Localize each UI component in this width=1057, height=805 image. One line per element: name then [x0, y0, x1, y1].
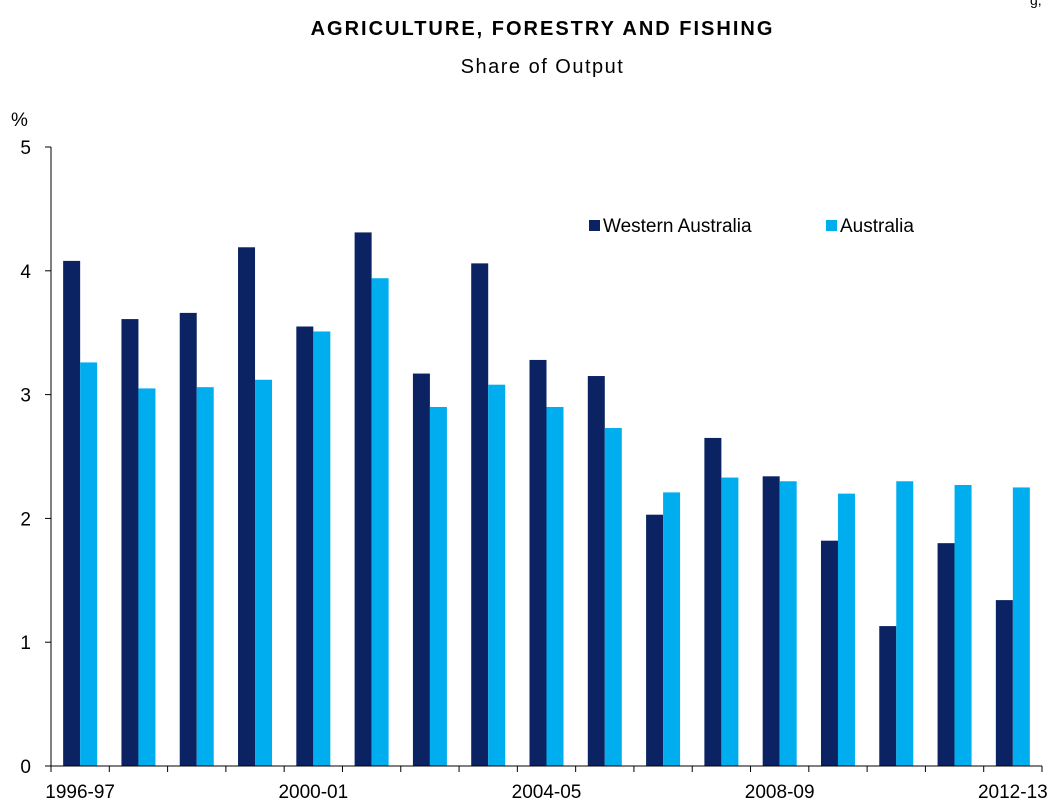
bar-australia-2002-03 — [429, 406, 447, 766]
y-tick-label: 4 — [20, 262, 31, 283]
chart-subtitle: Share of Output — [460, 56, 625, 78]
bar-western-australia-1998-99 — [179, 312, 197, 766]
x-tick-label: 2008-09 — [745, 782, 815, 803]
y-axis-label: % — [11, 110, 28, 131]
corner-text: g, — [1030, 0, 1042, 8]
bar-western-australia-2004-05 — [529, 359, 547, 766]
x-tick-label: 1996-97 — [45, 782, 115, 803]
bar-western-australia-2012-13 — [995, 600, 1013, 766]
legend-label: Western Australia — [603, 216, 752, 237]
bar-australia-2012-13 — [1012, 487, 1030, 766]
bar-western-australia-2003-04 — [471, 263, 489, 766]
legend-swatch — [826, 220, 837, 231]
bar-australia-2007-08 — [721, 477, 739, 766]
x-tick-label: 2000-01 — [278, 782, 348, 803]
bar-western-australia-2008-09 — [762, 476, 780, 766]
bar-australia-2001-02 — [371, 278, 389, 766]
bar-western-australia-2006-07 — [646, 514, 664, 766]
x-tick-label: 2004-05 — [512, 782, 582, 803]
x-tick-label: 2012-13 — [978, 782, 1048, 803]
legend-label: Australia — [840, 216, 914, 237]
legend: Western Australia Australia — [589, 216, 914, 237]
bar-australia-1999-00 — [255, 379, 273, 766]
bar-western-australia-2009-10 — [820, 540, 838, 766]
bar-western-australia-2000-01 — [296, 326, 314, 766]
bar-western-australia-2002-03 — [412, 373, 430, 766]
bar-western-australia-2001-02 — [354, 232, 372, 766]
bar-australia-2011-12 — [954, 484, 972, 766]
y-tick-label: 1 — [20, 633, 31, 654]
bar-western-australia-1999-00 — [238, 247, 256, 766]
bar-australia-2000-01 — [313, 331, 331, 766]
bar-western-australia-2007-08 — [704, 437, 722, 766]
bar-western-australia-2005-06 — [587, 376, 605, 766]
legend-swatch — [589, 220, 600, 231]
bars-group — [63, 232, 1030, 766]
axes-group: % 0 1 2 3 4 5 1996-97 2000-01 2004-05 2008-09 2012… — [11, 110, 1048, 803]
chart-title: AGRICULTURE, FORESTRY AND FISHING — [310, 18, 775, 40]
bar-australia-2005-06 — [604, 428, 622, 766]
bar-australia-2003-04 — [488, 384, 506, 766]
y-tick-label: 0 — [20, 757, 31, 778]
y-tick-label: 3 — [20, 386, 31, 407]
bar-western-australia-1997-98 — [121, 319, 139, 766]
bar-australia-2008-09 — [779, 481, 797, 766]
bar-australia-1996-97 — [80, 362, 98, 766]
y-tick-label: 5 — [20, 138, 31, 159]
bar-western-australia-1996-97 — [63, 260, 81, 766]
bar-australia-1997-98 — [138, 388, 156, 766]
bar-australia-1998-99 — [196, 387, 214, 766]
y-tick-label: 2 — [20, 509, 31, 530]
bar-australia-2010-11 — [896, 481, 914, 766]
bar-australia-2006-07 — [663, 492, 681, 766]
bar-western-australia-2010-11 — [879, 626, 897, 766]
bar-western-australia-2011-12 — [937, 543, 955, 766]
bar-australia-2004-05 — [546, 406, 564, 766]
bar-australia-2009-10 — [837, 493, 855, 766]
